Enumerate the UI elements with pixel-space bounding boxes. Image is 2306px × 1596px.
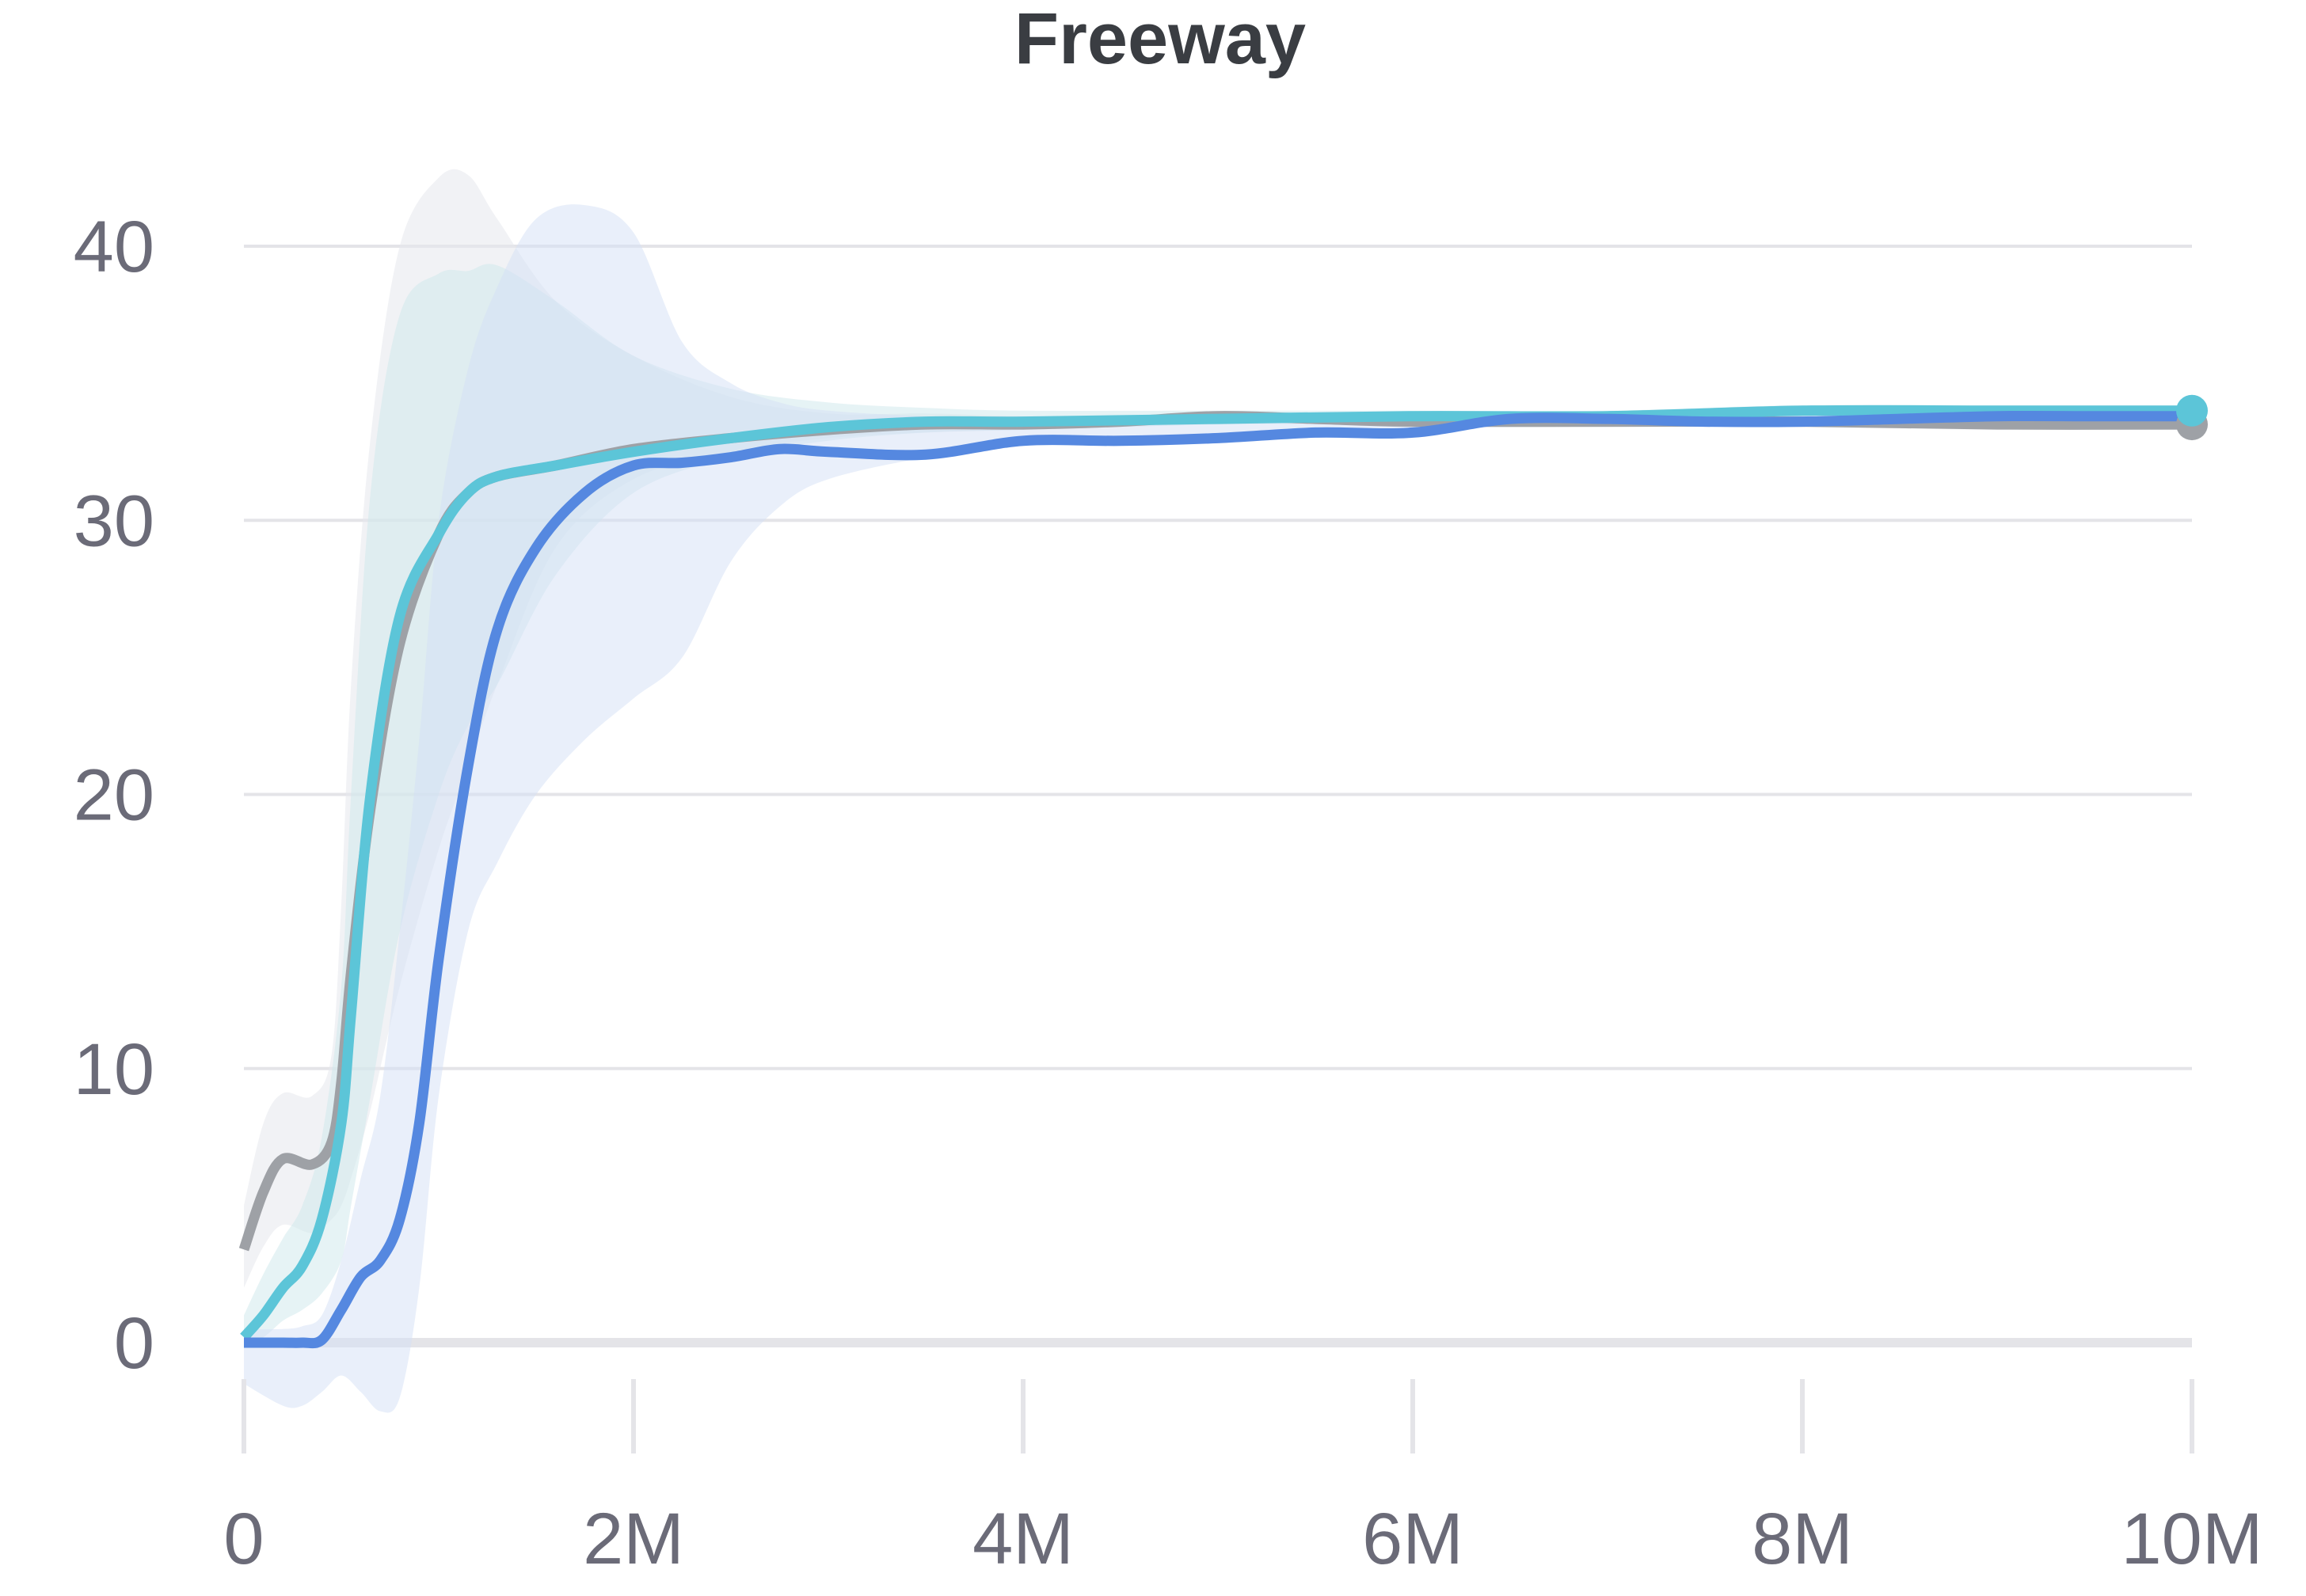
y-tick-label-0: 0 (114, 1303, 154, 1384)
chart-title: Freeway (1014, 0, 1306, 79)
end-marker-cyan (2176, 394, 2208, 427)
x-tick-label-1: 2M (583, 1499, 684, 1579)
y-tick-label-30: 30 (74, 481, 154, 561)
axis-layer: 0 10 20 30 40 0 2M 4M 6M 8M 10M (74, 207, 2263, 1579)
y-tick-label-10: 10 (74, 1029, 154, 1110)
x-tick-label-2: 4M (972, 1499, 1074, 1579)
x-tick-label-3: 6M (1362, 1499, 1463, 1579)
x-tick-label-5: 10M (2121, 1499, 2263, 1579)
line-layer (238, 394, 2208, 1349)
x-tick-label-4: 8M (1752, 1499, 1853, 1579)
y-tick-label-20: 20 (74, 755, 154, 836)
band-layer (244, 169, 2192, 1413)
y-tick-label-40: 40 (74, 207, 154, 287)
band-blue (244, 204, 2192, 1413)
series-line-blue (244, 410, 2192, 1349)
band-cyan (244, 264, 2192, 1343)
x-tick-label-0: 0 (223, 1499, 264, 1579)
